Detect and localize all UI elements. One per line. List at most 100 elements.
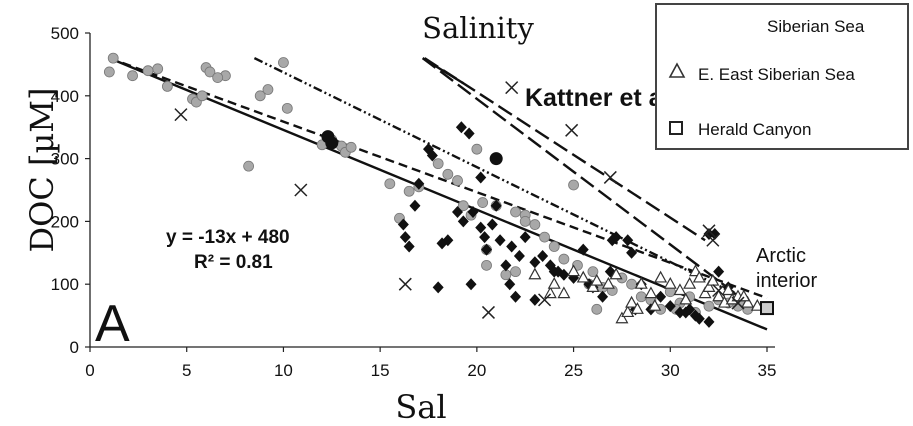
- black-diamond-point: [529, 256, 541, 269]
- y-axis-label: DOC [µM]: [23, 87, 61, 252]
- data-points: [103, 52, 774, 328]
- axes: 0 5 10 15 20 25 30 35 0 100 200 300 400 500: [51, 24, 777, 380]
- open-triangle-point: [601, 276, 615, 289]
- black-diamond-point: [506, 240, 518, 253]
- grey-circle-point: [548, 241, 560, 252]
- black-diamond-point: [513, 249, 525, 262]
- black-diamond-point: [610, 231, 622, 244]
- legend-triangle-icon: [668, 62, 686, 78]
- grey-circle-point: [510, 266, 521, 278]
- grey-circle-point: [558, 253, 570, 265]
- open-triangle-point: [692, 270, 706, 283]
- grey-circle-point: [703, 300, 715, 312]
- panel-label: A: [95, 295, 130, 353]
- black-diamond-point: [510, 290, 522, 303]
- black-diamond-point: [455, 121, 467, 134]
- grey-circle-point: [539, 231, 550, 243]
- grey-circle-point: [345, 141, 357, 153]
- black-diamond-point: [674, 306, 686, 319]
- open-triangle-point: [609, 267, 623, 280]
- open-triangle-point: [698, 286, 712, 299]
- x-cross-point: [505, 81, 519, 95]
- legend-label-herald-canyon: Herald Canyon: [698, 120, 811, 139]
- open-triangle-point: [567, 264, 581, 277]
- grey-circle-point: [403, 185, 415, 197]
- black-diamond-point: [486, 218, 498, 231]
- open-triangle-point: [621, 305, 635, 318]
- black-diamond-point: [426, 149, 438, 162]
- r-squared-label: R² = 0.81: [194, 252, 273, 273]
- y-tick-label: 500: [51, 24, 79, 43]
- legend-label-e-east-siberian-sea: E. East Siberian Sea: [698, 65, 855, 84]
- black-diamond-point: [399, 231, 411, 244]
- grey-circle-point: [103, 66, 115, 78]
- black-diamond-point: [680, 306, 692, 319]
- open-triangle-point: [702, 280, 716, 292]
- black-diamond-point: [655, 290, 667, 303]
- grey-circle-point: [204, 66, 216, 78]
- x-cross-point: [706, 233, 720, 247]
- black-diamond-point: [465, 278, 477, 291]
- y-tick-label: 400: [51, 87, 79, 106]
- solid-regression-line: [108, 57, 768, 331]
- x-tick-label: 0: [85, 361, 94, 380]
- open-triangle-point: [547, 276, 561, 289]
- x-cross-point: [702, 224, 716, 238]
- open-triangle-point: [683, 276, 697, 289]
- legend-label-siberian-sea: Siberian Sea: [767, 17, 865, 36]
- black-diamond-point: [537, 249, 549, 262]
- regression-equation: y = -13x + 480: [166, 227, 290, 248]
- open-triangle-point: [557, 286, 571, 299]
- black-circle-point: [325, 136, 339, 150]
- grey-circle-point: [161, 80, 173, 92]
- grey-circle-point: [481, 259, 492, 271]
- x-cross-point: [712, 283, 726, 298]
- x-axis-label: Sal: [395, 388, 446, 426]
- grey-circle-point: [471, 143, 483, 155]
- black-diamond-point: [703, 227, 715, 240]
- grey-circle-point: [457, 200, 469, 212]
- black-diamond-point: [597, 290, 609, 303]
- grey-circle-point: [510, 206, 521, 218]
- black-diamond-point: [475, 221, 487, 234]
- open-triangle-point: [721, 283, 735, 296]
- black-circle-point: [489, 152, 503, 166]
- open-triangle-point: [528, 267, 542, 280]
- long-dash-regression-line: [423, 57, 706, 242]
- grey-circle-point: [212, 72, 224, 83]
- legend-square-icon: [669, 121, 683, 135]
- black-diamond-point: [622, 234, 634, 247]
- open-triangle-point: [634, 276, 648, 289]
- grey-circle-point: [587, 266, 599, 278]
- legend-box: [655, 3, 909, 150]
- x-cross-point: [174, 108, 188, 122]
- black-diamond-point: [397, 218, 409, 231]
- black-diamond-point: [475, 171, 487, 184]
- grey-circle-point: [568, 179, 579, 191]
- black-diamond-point: [529, 293, 541, 306]
- y-tick-label: 200: [51, 212, 79, 231]
- black-diamond-point: [494, 234, 506, 247]
- x-tick-label: 35: [758, 361, 777, 380]
- black-diamond-point: [463, 127, 475, 140]
- black-diamond-point: [713, 265, 725, 278]
- x-tick-label: 10: [274, 361, 293, 380]
- black-diamond-point: [467, 205, 479, 218]
- grey-circle-point: [262, 84, 274, 95]
- black-diamond-point: [409, 199, 421, 212]
- black-diamond-point: [413, 177, 425, 190]
- grey-circle-point: [152, 63, 164, 75]
- black-diamond-point: [504, 278, 516, 291]
- dashed-regression-line: [108, 56, 768, 300]
- grey-circle-point: [107, 52, 119, 64]
- x-cross-point: [731, 296, 745, 310]
- chart-title: Salinity: [422, 11, 534, 45]
- x-cross-point: [603, 170, 617, 184]
- open-triangle-point: [576, 270, 590, 283]
- black-diamond-point: [577, 243, 589, 256]
- y-tick-label: 100: [51, 275, 79, 294]
- open-triangle-point: [648, 298, 662, 311]
- open-triangle-point: [737, 289, 751, 302]
- black-diamond-point: [552, 265, 564, 278]
- open-triangle-point: [615, 311, 629, 324]
